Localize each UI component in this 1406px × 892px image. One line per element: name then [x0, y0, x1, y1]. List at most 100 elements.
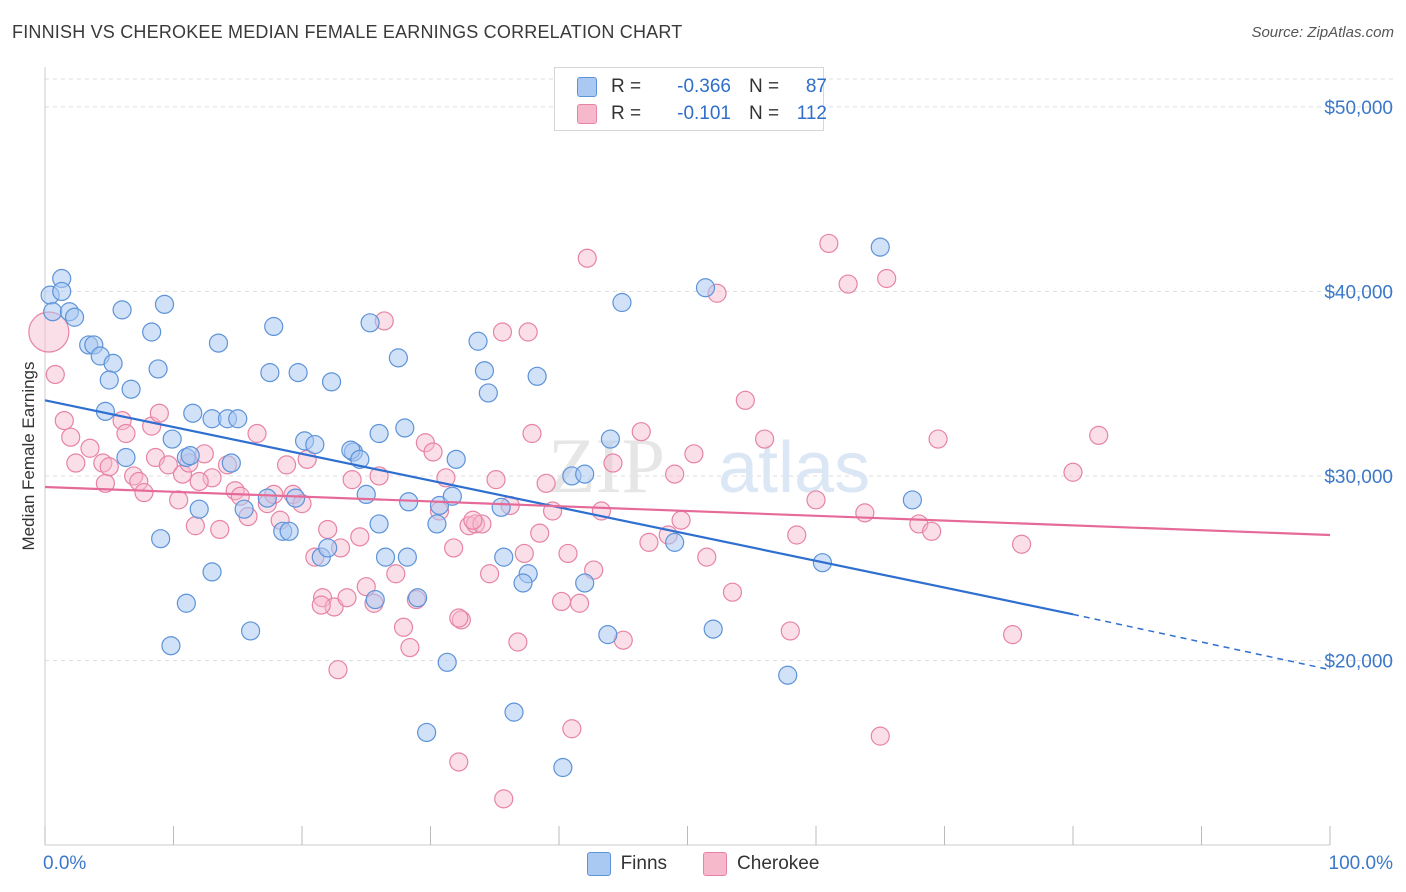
finns-point	[369, 514, 389, 534]
cherokee-point	[684, 444, 704, 464]
cherokee-point	[124, 466, 144, 486]
cherokee-point	[722, 582, 743, 602]
cherokee-point	[93, 453, 113, 473]
cherokee-point	[754, 429, 775, 449]
cherokee-point	[99, 457, 119, 477]
cherokee-point	[66, 453, 86, 473]
finns-point	[264, 316, 284, 337]
cherokee-point	[838, 274, 858, 294]
finns-point	[189, 499, 209, 519]
cherokee-point	[449, 752, 469, 772]
cherokee-point	[486, 470, 506, 490]
legend-r-value: -0.101	[677, 103, 731, 124]
finns-point	[397, 547, 417, 567]
finns-point	[321, 372, 342, 392]
cherokee-point	[780, 621, 800, 641]
legend: R = -0.366 N = 87 R = -0.101 N = 112	[554, 67, 827, 131]
cherokee-point	[393, 617, 414, 637]
finns-point	[478, 383, 498, 403]
legend-swatch-finns	[586, 852, 611, 876]
finns-point	[417, 722, 437, 743]
finns-point	[260, 363, 280, 383]
cherokee-point	[671, 510, 691, 530]
cherokee-point	[492, 322, 513, 342]
chart-title: FINNISH VS CHEROKEE MEDIAN FEMALE EARNIN…	[12, 22, 683, 42]
cherokee-point	[247, 423, 267, 444]
cherokee-point	[134, 482, 154, 503]
finns-point	[491, 497, 511, 517]
finns-point	[612, 292, 632, 313]
legend-swatch-cherokee	[577, 104, 597, 124]
cherokee-point	[61, 427, 81, 447]
cherokee-point	[328, 660, 348, 680]
y-axis-title: Median Female Earnings	[19, 362, 38, 551]
finns-point	[356, 484, 376, 505]
gridlines	[45, 78, 1395, 661]
finns-point	[116, 447, 136, 468]
finns-point	[365, 589, 385, 610]
cherokee-point	[463, 510, 483, 530]
cherokee-point	[819, 233, 839, 254]
cherokee-point	[1011, 534, 1032, 554]
finns-point	[148, 359, 168, 379]
finns-point	[553, 757, 573, 778]
y-tick-label: $30,000	[1324, 467, 1393, 488]
cherokee-point	[922, 521, 942, 541]
finns-point	[395, 418, 415, 438]
finns-point	[513, 573, 533, 593]
finns-point	[494, 547, 514, 567]
x-tick-label: 0.0%	[43, 853, 86, 874]
cherokee-point	[551, 591, 572, 612]
cherokee-point	[337, 588, 357, 608]
finns-point	[665, 532, 685, 552]
finns-point	[437, 652, 457, 672]
finns-point	[870, 237, 890, 257]
finns-point	[208, 333, 229, 353]
finns-point	[305, 434, 325, 455]
cherokee-point	[806, 490, 826, 510]
cherokee-point	[530, 523, 550, 543]
cherokee-point	[1063, 462, 1083, 482]
legend-row-cherokee: R = -0.101 N = 112	[577, 100, 827, 128]
legend-n-label: N =	[749, 76, 780, 97]
finns-point	[703, 619, 723, 639]
finns-point	[142, 322, 162, 342]
cherokee-point	[276, 455, 297, 475]
finns-point	[446, 449, 466, 469]
cherokee-point	[522, 423, 542, 444]
cherokee-point	[558, 543, 578, 564]
cherokee-point	[514, 543, 534, 564]
y-tick-label: $40,000	[1324, 282, 1393, 303]
finns-point	[600, 429, 621, 449]
finns-point	[279, 521, 299, 541]
legend-swatch-finns	[577, 77, 597, 97]
cherokee-point	[735, 390, 755, 410]
cherokee-point	[185, 516, 205, 536]
finns-point	[575, 464, 595, 484]
cherokee-point	[480, 564, 500, 584]
cherokee-point	[210, 519, 230, 540]
cherokee-point	[202, 468, 222, 488]
cherokee-point	[400, 637, 420, 658]
finns-point	[228, 409, 248, 429]
cherokee-trend-line	[44, 485, 1331, 537]
cherokee-point	[536, 473, 556, 493]
finns-point	[695, 278, 716, 298]
cherokee-point	[877, 268, 897, 289]
cherokee-point	[116, 423, 136, 444]
cherokee-point	[855, 503, 875, 523]
finns-point	[902, 490, 922, 510]
cherokee-point	[311, 595, 331, 615]
finns-point	[408, 588, 428, 608]
finns-point	[504, 702, 524, 722]
finns-trend-line	[44, 399, 1074, 616]
cherokee-point	[639, 532, 659, 552]
finns-point	[202, 562, 222, 582]
cherokee-point	[494, 789, 514, 809]
cherokee-point	[569, 593, 590, 613]
legend-row-finns: R = -0.366 N = 87	[577, 73, 827, 101]
x-tick-label: 100.0%	[1329, 853, 1394, 874]
series-finns-points	[40, 237, 922, 778]
finns-point	[427, 514, 447, 534]
